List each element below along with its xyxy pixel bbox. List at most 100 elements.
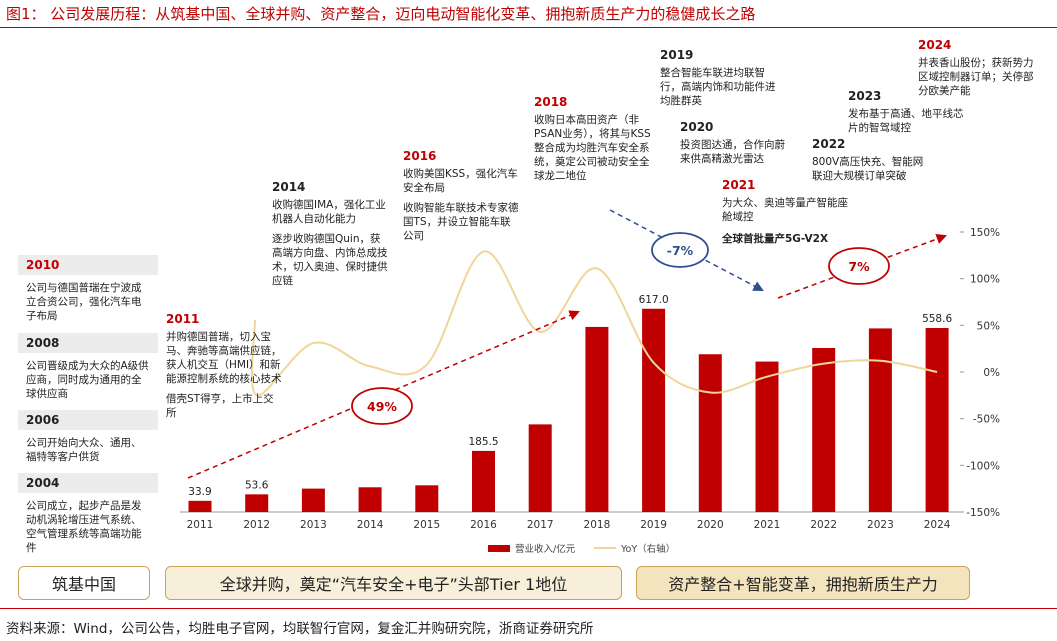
- event-year: 2020: [680, 120, 714, 134]
- legend-line-swatch: [594, 547, 616, 549]
- event-text: 公司与德国普瑞在宁波成立合资公司，强化汽车电子布局: [26, 282, 142, 322]
- event-year: 2021: [722, 178, 756, 192]
- revenue-bar: [812, 347, 836, 512]
- data-label: 33.9: [188, 486, 211, 498]
- event-2008: 2008 公司晋级成为大众的A级供应商，同时成为通用的全球供应商: [18, 333, 158, 401]
- legend-label: YoY（右轴）: [621, 544, 676, 555]
- event-year: 2010: [18, 255, 158, 275]
- event-text: 公司成立，起步产品是发动机涡轮增压进气系统、空气管理系统等高端功能件: [26, 500, 142, 554]
- event-text: 收购日本高田资产（非PSAN业务），将其与KSS整合成为均胜汽车安全系统，奠定公…: [534, 114, 651, 182]
- x-tick-label: 2020: [697, 519, 724, 531]
- x-tick-label: 2014: [357, 519, 384, 531]
- event-2004: 2004 公司成立，起步产品是发动机涡轮增压进气系统、空气管理系统等高端功能件: [18, 473, 158, 555]
- data-label: 617.0: [639, 294, 669, 306]
- data-label: 185.5: [468, 436, 498, 448]
- event-text: 借壳ST得亨，上市上交所: [166, 393, 274, 419]
- x-tick-label: 2022: [810, 519, 837, 531]
- legend-label: 营业收入/亿元: [515, 544, 576, 555]
- y2-tick-label: -50%: [973, 414, 1000, 426]
- y2-tick-label: 150%: [970, 227, 1000, 239]
- revenue-bar: [868, 328, 892, 512]
- event-2021: 2021 为大众、奥迪等量产智能座舱域控 全球首批量产5G-V2X: [722, 178, 852, 246]
- x-tick-label: 2011: [187, 519, 214, 531]
- event-2024: 2024 并表香山股份；获新势力区域控制器订单；关停部分欧美产能: [918, 38, 1040, 98]
- figure-title: 图1： 公司发展历程：从筑基中国、全球并购、资产整合，迈向电动智能化变革、拥抱新…: [6, 5, 756, 23]
- event-text: 公司开始向大众、通用、福特等客户供货: [26, 437, 142, 463]
- x-tick-label: 2018: [584, 519, 611, 531]
- revenue-bar: [698, 354, 722, 512]
- revenue-bar: [755, 361, 779, 512]
- x-tick-label: 2013: [300, 519, 327, 531]
- event-text: 收购德国IMA，强化工业机器人自动化能力: [272, 199, 386, 225]
- x-tick-label: 2023: [867, 519, 894, 531]
- event-text: 全球首批量产5G-V2X: [722, 233, 829, 245]
- growth-badge-label: -7%: [667, 243, 694, 258]
- event-year: 2023: [848, 89, 882, 103]
- event-2023: 2023 发布基于高通、地平线芯片的智驾域控: [848, 89, 968, 135]
- growth-badge-ring: [351, 387, 413, 425]
- source-note: 资料来源：Wind，公司公告，均胜电子官网，均联智行官网，复金汇并购研究院，浙商…: [6, 621, 594, 637]
- growth-badge-label: 7%: [848, 259, 870, 274]
- y2-tick-label: 0%: [983, 367, 1000, 379]
- event-year: 2019: [660, 48, 694, 62]
- event-year: 2018: [534, 95, 568, 109]
- event-text: 并购德国普瑞，切入宝马、奔驰等高端供应链，获人机交互（HMI）和新能源控制系统的…: [166, 331, 282, 385]
- event-text: 投资图达通，合作向蔚来供高精激光雷达: [680, 139, 785, 165]
- x-tick-label: 2012: [243, 519, 270, 531]
- y2-tick-label: -100%: [966, 460, 1000, 472]
- growth-badge-ring: [651, 232, 709, 268]
- revenue-bar: [528, 424, 552, 512]
- y2-tick-label: 50%: [977, 320, 1000, 332]
- event-text: 收购智能车联技术专家德国TS，并设立智能车联公司: [403, 202, 519, 242]
- event-2022: 2022 800V高压快充、智能网联迎大规模订单突破: [812, 137, 932, 183]
- event-text: 发布基于高通、地平线芯片的智驾域控: [848, 108, 964, 134]
- event-year: 2024: [918, 38, 952, 52]
- growth-badge-ring: [828, 247, 890, 285]
- growth-arrow-2021-2024: [777, 234, 947, 299]
- event-2018: 2018 收购日本高田资产（非PSAN业务），将其与KSS整合成为均胜汽车安全系…: [534, 95, 654, 183]
- event-text: 为大众、奥迪等量产智能座舱域控: [722, 197, 848, 223]
- event-year: 2008: [18, 333, 158, 353]
- revenue-bar: [472, 450, 495, 512]
- x-tick-label: 2016: [470, 519, 497, 531]
- revenue-bar: [301, 488, 325, 512]
- x-tick-label: 2021: [754, 519, 781, 531]
- event-2019: 2019 整合智能车联进均联智行，高端内饰和功能件进均胜群英: [660, 48, 780, 108]
- event-2010: 2010 公司与德国普瑞在宁波成立合资公司，强化汽车电子布局: [18, 255, 158, 323]
- x-tick-label: 2019: [640, 519, 667, 531]
- y2-tick-label: 100%: [970, 274, 1000, 286]
- revenue-bar: [188, 500, 212, 512]
- legend-yoy: YoY（右轴）: [594, 541, 675, 555]
- event-2011: 2011 并购德国普瑞，切入宝马、奔驰等高端供应链，获人机交互（HMI）和新能源…: [166, 312, 284, 420]
- event-text: 收购美国KSS，强化汽车安全布局: [403, 168, 518, 194]
- event-year: 2022: [812, 137, 846, 151]
- revenue-bar: [585, 326, 609, 512]
- legend-revenue: 营业收入/亿元: [488, 541, 575, 555]
- stage-phase-3: 资产整合+智能变革，拥抱新质生产力: [636, 566, 970, 600]
- stage-phase-1: 筑基中国: [18, 566, 150, 600]
- event-text: 800V高压快充、智能网联迎大规模订单突破: [812, 156, 924, 182]
- event-2006: 2006 公司开始向大众、通用、福特等客户供货: [18, 410, 158, 464]
- y2-tick-label: -150%: [966, 507, 1000, 519]
- event-text: 公司晋级成为大众的A级供应商，同时成为通用的全球供应商: [26, 360, 149, 400]
- event-year: 2006: [18, 410, 158, 430]
- x-tick-label: 2017: [527, 519, 554, 531]
- event-text: 逐步收购德国Quin，获高端方向盘、内饰总成技术，切入奥迪、保时捷供应链: [272, 233, 388, 287]
- growth-badge-label: 49%: [367, 399, 397, 414]
- revenue-bar: [358, 487, 382, 512]
- event-year: 2016: [403, 149, 437, 163]
- title-divider: [0, 27, 1057, 28]
- event-2020: 2020 投资图达通，合作向蔚来供高精激光雷达: [680, 120, 792, 166]
- event-year: 2014: [272, 180, 306, 194]
- x-tick-label: 2024: [924, 519, 951, 531]
- event-year: 2011: [166, 312, 200, 326]
- data-label: 53.6: [245, 479, 269, 491]
- yoy-line: [250, 250, 938, 397]
- stage-phase-2: 全球并购，奠定“汽车安全+电子”头部Tier 1地位: [165, 566, 622, 600]
- event-2014: 2014 收购德国IMA，强化工业机器人自动化能力 逐步收购德国Quin，获高端…: [272, 180, 390, 288]
- event-text: 并表香山股份；获新势力区域控制器订单；关停部分欧美产能: [918, 57, 1034, 97]
- source-divider: [0, 608, 1057, 609]
- x-tick-label: 2015: [413, 519, 440, 531]
- event-text: 整合智能车联进均联智行，高端内饰和功能件进均胜群英: [660, 67, 776, 107]
